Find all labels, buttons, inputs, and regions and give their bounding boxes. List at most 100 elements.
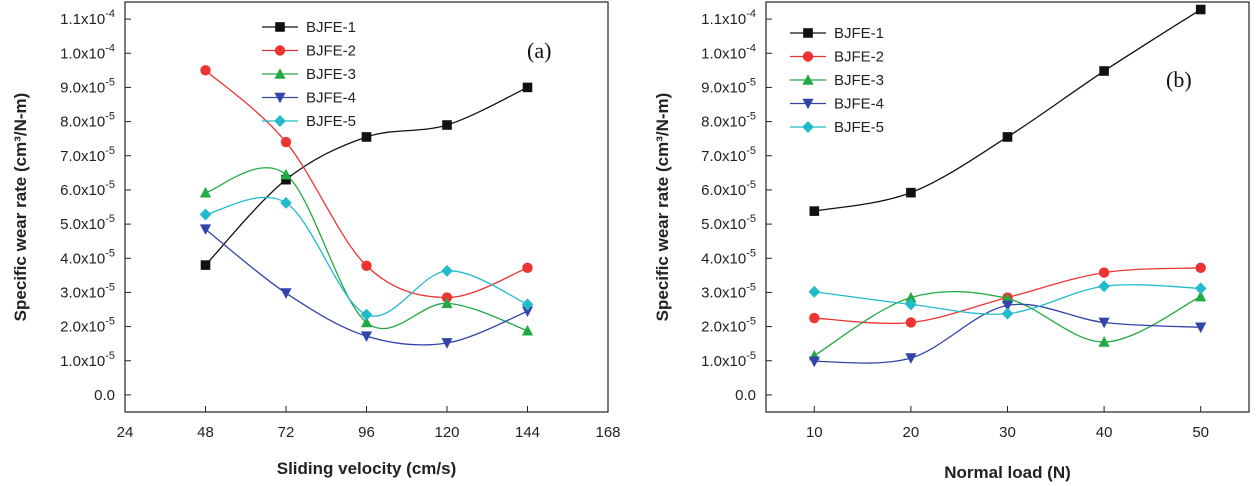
legend-label-bjfe-5: BJFE-5 — [834, 119, 884, 136]
legend-label-bjfe-5: BJFE-5 — [306, 113, 356, 130]
legend-marker — [802, 51, 814, 62]
legend-marker — [274, 115, 286, 127]
x-axis-title: Sliding velocity (cm/s) — [277, 459, 457, 478]
legend: BJFE-1 BJFE-2 BJFE-3 BJFE-4 BJFE-5 — [790, 25, 884, 136]
axis-ticks: 0.0 1.0x10-5 2.0x10-5 3.0x10-5 4.0x10-5 5.0x1… — [701, 8, 1209, 441]
y-tick-label: 9.0x10-5 — [701, 76, 756, 96]
series-line-bjfe-5 — [205, 196, 528, 317]
y-tick-label: 0.0 — [94, 387, 115, 404]
y-tick-label: 7.0x10-5 — [60, 145, 115, 165]
legend-label-bjfe-4: BJFE-4 — [834, 96, 884, 113]
legend-label-bjfe-3: BJFE-3 — [306, 66, 356, 83]
y-tick-label: 9.0x10-5 — [60, 76, 115, 96]
y-tick-label: 6.0x10-5 — [701, 179, 756, 199]
x-tick-label: 48 — [197, 424, 214, 441]
data-point-bjfe-5 — [1194, 282, 1207, 295]
y-axis-title: Specific wear rate (cm³/N-m) — [11, 93, 30, 322]
y-tick-label: 1.0x10-5 — [60, 350, 115, 370]
legend-marker — [274, 45, 286, 56]
data-point-bjfe-1 — [1002, 132, 1013, 142]
data-point-bjfe-3 — [1098, 336, 1110, 347]
legend-label-bjfe-3: BJFE-3 — [834, 72, 884, 89]
x-tick-label: 30 — [999, 424, 1016, 441]
y-tick-label: 1.0x10-5 — [701, 350, 756, 370]
data-point-bjfe-1 — [522, 82, 533, 93]
series-line-bjfe-4 — [205, 228, 528, 346]
y-tick-label: 3.0x10-5 — [701, 281, 756, 301]
data-point-bjfe-5 — [360, 308, 373, 321]
y-tick-label: 1.0x10-4 — [60, 42, 115, 62]
x-tick-label: 144 — [515, 424, 540, 441]
legend-marker — [803, 28, 813, 38]
series-layer — [808, 4, 1207, 368]
data-point-bjfe-5 — [1001, 307, 1014, 320]
plot-frame — [124, 1, 609, 413]
panel-label: (a) — [527, 38, 551, 63]
data-point-bjfe-4 — [521, 306, 534, 318]
x-tick-label: 168 — [595, 424, 620, 441]
y-tick-label: 1.1x10-4 — [60, 8, 115, 28]
y-tick-label: 8.0x10-5 — [701, 111, 756, 131]
data-point-bjfe-1 — [1195, 4, 1206, 15]
data-point-bjfe-3 — [199, 186, 212, 198]
y-tick-label: 5.0x10-5 — [60, 213, 115, 233]
data-point-bjfe-1 — [906, 187, 916, 198]
data-point-bjfe-3 — [360, 316, 373, 328]
legend-label-bjfe-1: BJFE-1 — [306, 19, 356, 36]
data-point-bjfe-5 — [1098, 280, 1110, 293]
y-tick-label: 6.0x10-5 — [60, 179, 115, 199]
data-point-bjfe-2 — [809, 312, 820, 324]
legend-label-bjfe-4: BJFE-4 — [306, 90, 356, 107]
data-point-bjfe-1 — [442, 120, 452, 130]
data-point-bjfe-2 — [280, 136, 292, 148]
y-tick-label: 1.1x10-4 — [701, 8, 756, 28]
chart-panel-b: 0.0 1.0x10-5 2.0x10-5 3.0x10-5 4.0x10-5 5.0x1… — [653, 1, 1250, 482]
y-tick-label: 4.0x10-5 — [701, 247, 756, 267]
data-point-bjfe-1 — [200, 260, 211, 270]
legend: BJFE-1 BJFE-2 BJFE-3 BJFE-4 BJFE-5 — [262, 19, 356, 130]
data-point-bjfe-5 — [905, 298, 917, 311]
x-tick-label: 24 — [117, 424, 134, 441]
y-tick-label: 8.0x10-5 — [60, 111, 115, 131]
data-point-bjfe-1 — [281, 174, 291, 185]
y-tick-label: 2.0x10-5 — [701, 316, 756, 336]
data-point-bjfe-3 — [521, 324, 534, 336]
legend-marker — [802, 74, 814, 85]
y-tick-label: 4.0x10-5 — [60, 247, 115, 267]
data-point-bjfe-1 — [1099, 66, 1109, 76]
data-point-bjfe-3 — [280, 168, 292, 180]
legend-marker — [802, 121, 814, 133]
x-tick-label: 20 — [903, 424, 920, 441]
y-tick-label: 7.0x10-5 — [701, 145, 756, 165]
data-point-bjfe-5 — [280, 196, 292, 209]
y-tick-label: 3.0x10-5 — [60, 281, 115, 301]
data-point-bjfe-2 — [1098, 267, 1110, 278]
y-tick-label: 5.0x10-5 — [701, 213, 756, 233]
legend-label-bjfe-1: BJFE-1 — [834, 25, 884, 42]
x-tick-label: 96 — [358, 424, 375, 441]
axis-ticks: 0.0 1.0x10-5 2.0x10-5 3.0x10-5 4.0x10-5 5.0x1… — [60, 8, 620, 441]
data-point-bjfe-4 — [1001, 300, 1014, 312]
y-tick-label: 2.0x10-5 — [60, 316, 115, 336]
legend-marker — [802, 98, 814, 110]
data-point-bjfe-3 — [1195, 290, 1207, 302]
y-tick-label: 0.0 — [735, 387, 756, 404]
x-tick-label: 10 — [806, 424, 823, 441]
data-point-bjfe-4 — [199, 224, 212, 236]
y-tick-label: 1.0x10-4 — [701, 42, 756, 62]
y-axis-title: Specific wear rate (cm³/N-m) — [653, 93, 672, 322]
legend-marker — [274, 92, 286, 104]
data-point-bjfe-2 — [1195, 262, 1206, 274]
x-axis-title: Normal load (N) — [944, 463, 1071, 482]
legend-marker — [274, 68, 286, 79]
data-point-bjfe-4 — [1098, 317, 1110, 329]
panel-label: (b) — [1166, 67, 1192, 92]
data-point-bjfe-1 — [809, 206, 820, 216]
series-layer — [199, 65, 534, 349]
data-point-bjfe-2 — [905, 317, 917, 328]
data-point-bjfe-4 — [360, 331, 373, 342]
chart-panel-a: 0.0 1.0x10-5 2.0x10-5 3.0x10-5 4.0x10-5 5.0x1… — [11, 1, 621, 478]
data-point-bjfe-4 — [808, 356, 820, 368]
data-point-bjfe-4 — [905, 353, 917, 364]
